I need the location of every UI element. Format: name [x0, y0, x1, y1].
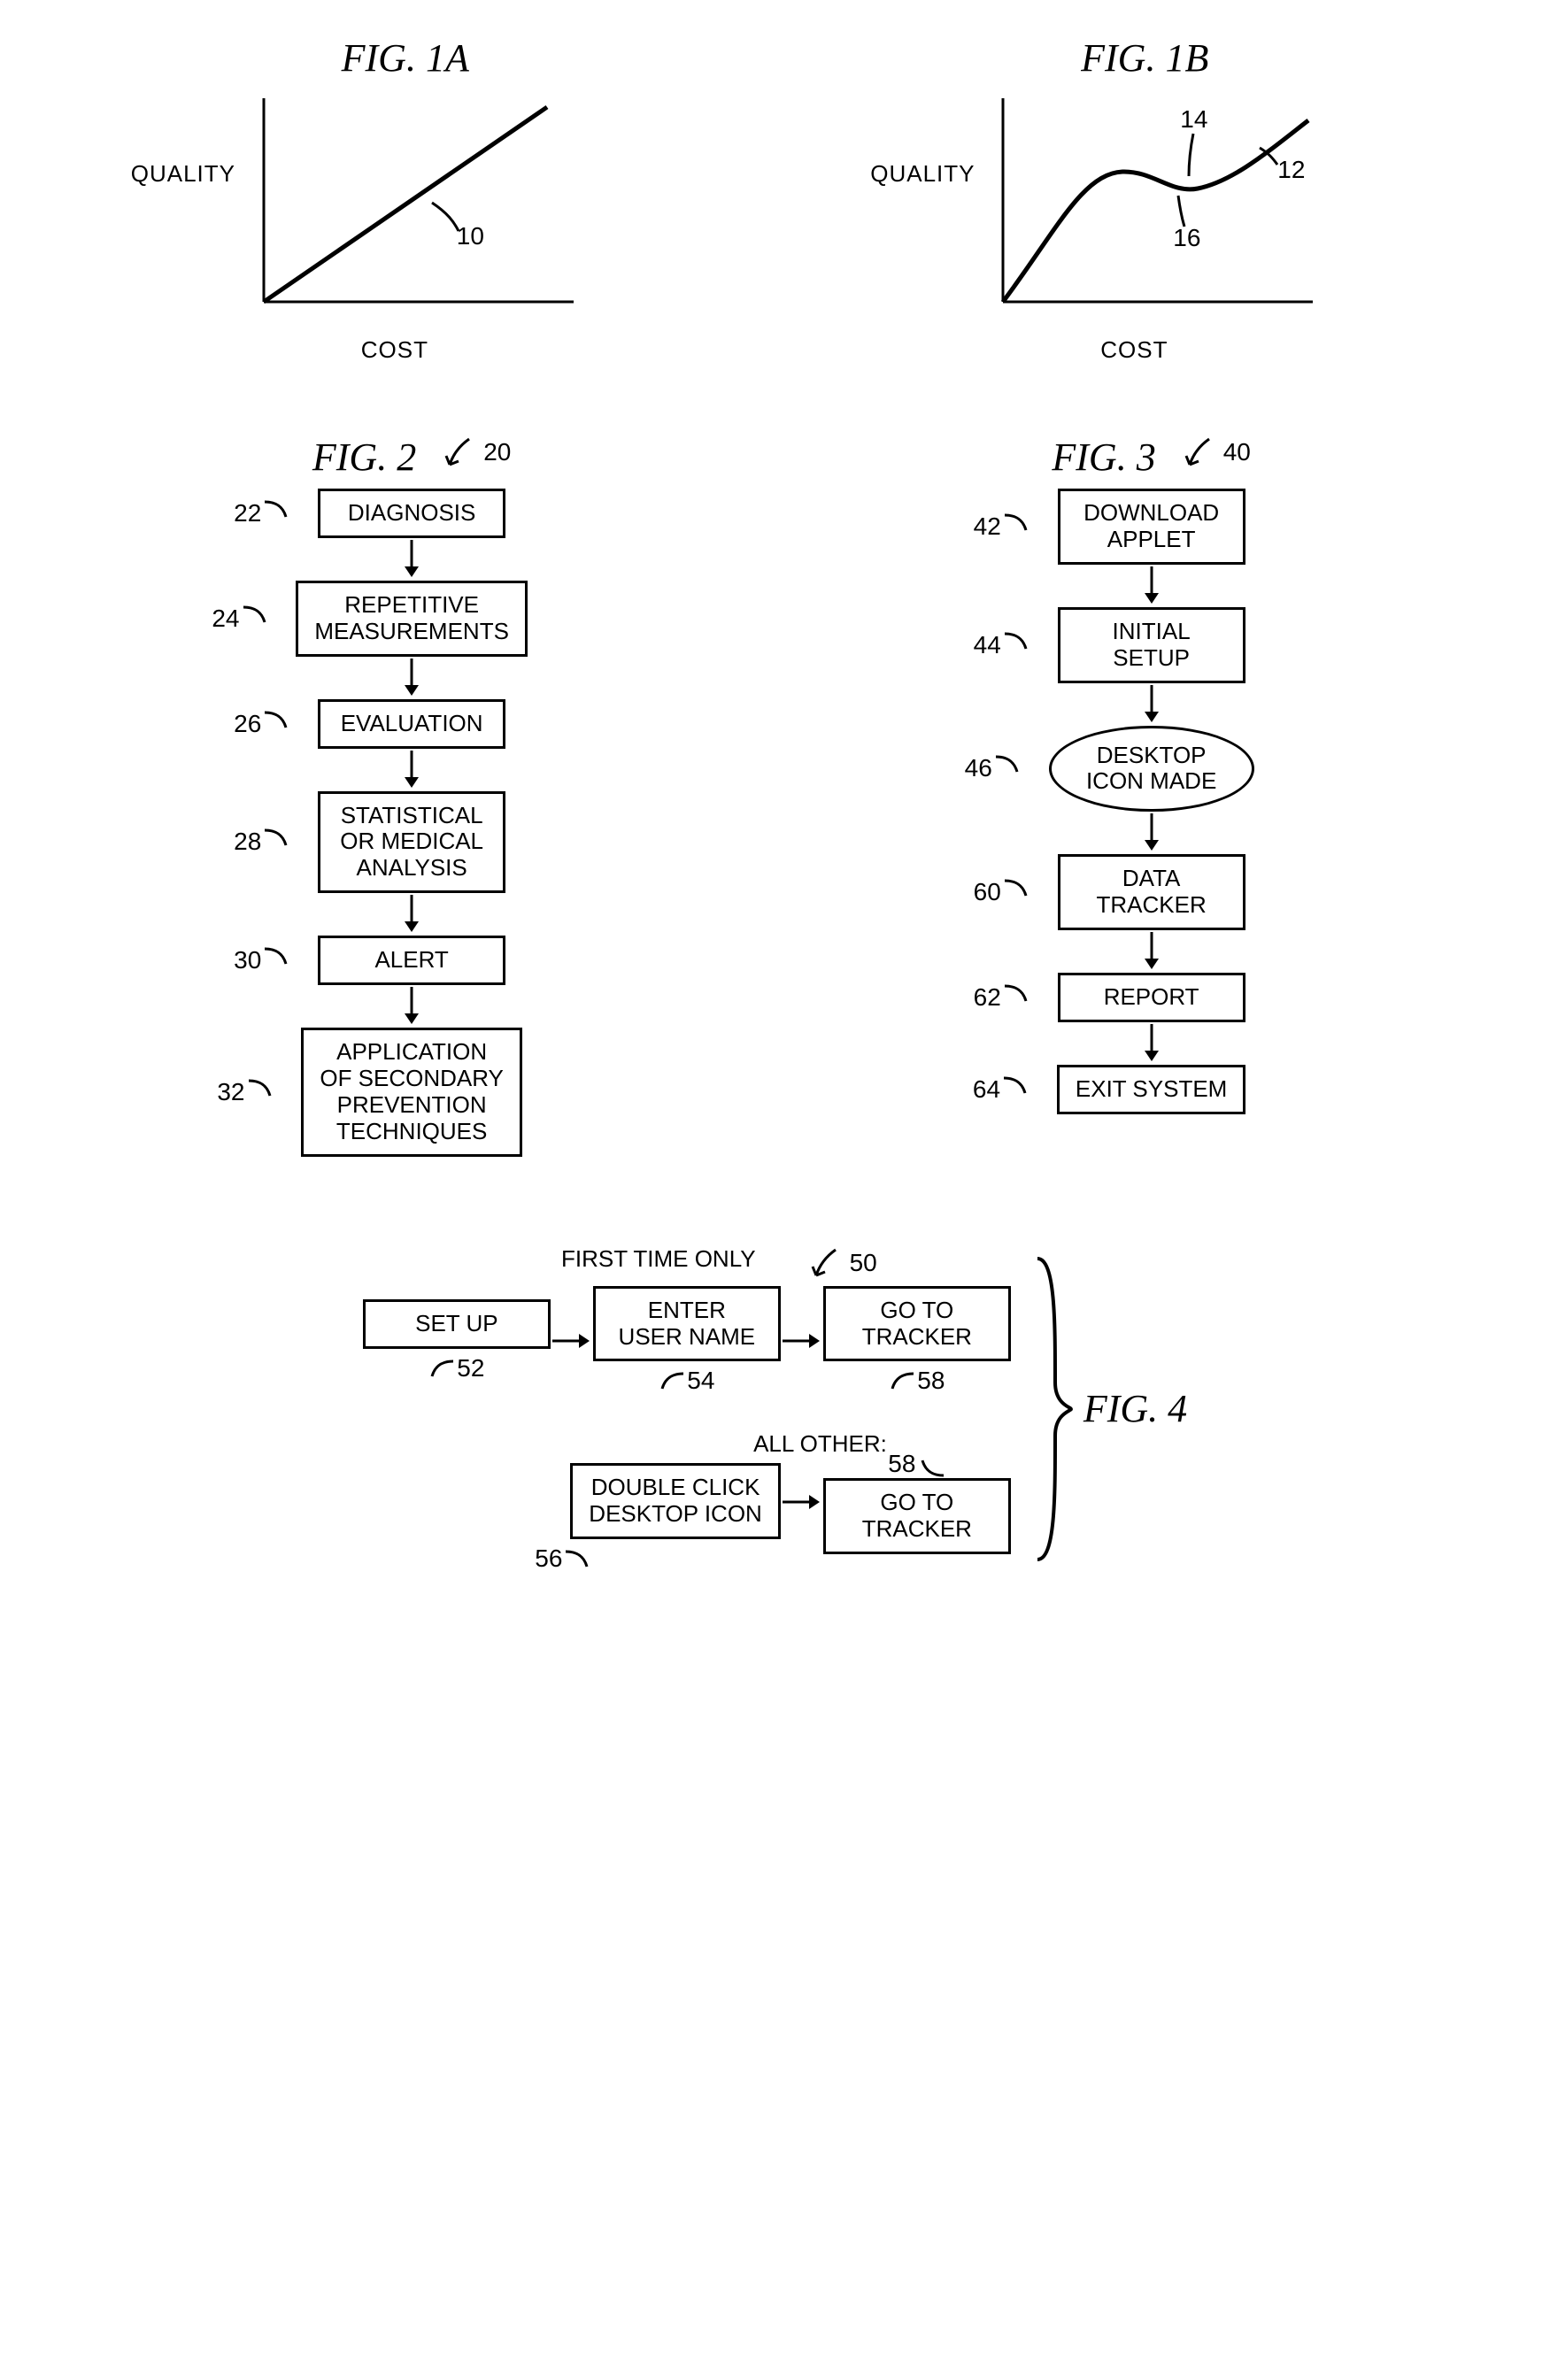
flow-arrow-down [394, 893, 429, 936]
flow-node-62: REPORT62 [1058, 973, 1245, 1022]
flow-node-box: ALERT [318, 936, 505, 985]
fig4: x FIRST TIME ONLY 50 SET UP52ENTERUSER N… [35, 1245, 1515, 1574]
fig1b: FIG. 1B QUALITY 14 12 16 COST [968, 35, 1322, 328]
fig1a-callout-10: 10 [457, 222, 484, 250]
fig1b-callout-16: 16 [1173, 224, 1200, 252]
flow-node-id: 46 [965, 754, 1021, 782]
fig4-title: FIG. 4 [1083, 1386, 1187, 1431]
flow-node-id: 32 [217, 1078, 273, 1106]
flow-node-22: DIAGNOSIS22 [318, 489, 505, 538]
fig1-row: FIG. 1A QUALITY 10 [35, 35, 1515, 328]
flow-node-54: ENTERUSER NAME 54 [593, 1286, 781, 1396]
fig1b-xlabel: COST [1100, 336, 1168, 364]
fig1a-ylabel: QUALITY [131, 160, 235, 188]
fig4-brace [1029, 1250, 1073, 1568]
flow-arrow-down [1134, 683, 1169, 726]
flow-node-24: REPETITIVEMEASUREMENTS24 [296, 581, 528, 657]
flow-node-id: 52 [428, 1354, 484, 1383]
fig2-title: FIG. 2 [312, 435, 416, 480]
fig2-ref-label: 20 [483, 438, 511, 466]
flow-node-box: DOWNLOADAPPLET [1058, 489, 1245, 565]
fig3: FIG. 3 40 DOWNLOADAPPLET42 INITIALSETUP44… [1049, 435, 1254, 1114]
flow-node-box: DESKTOPICON MADE [1049, 726, 1254, 813]
flow-node-id: 24 [212, 605, 267, 633]
fig23-row: FIG. 2 20 DIAGNOSIS22REPETITIVEMEASUREME… [35, 435, 1515, 1157]
fig1b-chart [968, 81, 1322, 328]
flow-node-52: SET UP 52 [363, 1299, 551, 1383]
flow-arrow-right [551, 1323, 593, 1359]
flow-node-id: 22 [234, 499, 289, 528]
fig1b-callout-14: 14 [1180, 105, 1207, 134]
fig2: FIG. 2 20 DIAGNOSIS22 REPETITIVEMEASUREME… [296, 435, 528, 1157]
flow-arrow-down [1134, 565, 1169, 607]
fig1b-title: FIG. 1B [968, 35, 1322, 81]
fig1a-chart [228, 81, 582, 328]
flow-node-id: 54 [659, 1367, 714, 1395]
flow-node-56-0: ALL OTHER:DOUBLE CLICKDESKTOP ICON56 [570, 1430, 781, 1573]
flow-node-box: REPETITIVEMEASUREMENTS [296, 581, 528, 657]
fig1a-title: FIG. 1A [228, 35, 582, 81]
fig1a: FIG. 1A QUALITY 10 [228, 35, 582, 328]
flow-node-box: SET UP [363, 1299, 551, 1349]
flow-arrow-right [781, 1484, 823, 1520]
flow-arrow-down [1134, 930, 1169, 973]
flow-node-id: 42 [974, 512, 1029, 541]
flow-node-box: DATATRACKER [1058, 854, 1245, 930]
flow-arrow-right [781, 1323, 823, 1359]
flow-node-id: 64 [973, 1075, 1029, 1104]
flow-arrow-down [394, 985, 429, 1028]
flow-node-id: 58 [888, 1450, 915, 1478]
fig4-ref-label: 50 [850, 1249, 877, 1277]
flow-node-id: 60 [974, 878, 1029, 906]
fig3-ref: 40 [1183, 435, 1251, 470]
flow-node-26: EVALUATION26 [318, 699, 505, 749]
flow-arrow-down [394, 657, 429, 699]
flow-arrow-down [394, 538, 429, 581]
fig3-title: FIG. 3 [1052, 435, 1155, 480]
flow-node-box: APPLICATIONOF SECONDARYPREVENTIONTECHNIQ… [301, 1028, 522, 1157]
flow-node-id: 56 [535, 1544, 590, 1573]
flow-node-box: DOUBLE CLICKDESKTOP ICON [570, 1463, 781, 1539]
flow-node-32: APPLICATIONOF SECONDARYPREVENTIONTECHNIQ… [301, 1028, 522, 1157]
flow-node-64: EXIT SYSTEM64 [1057, 1065, 1245, 1114]
flow-node-box: DIAGNOSIS [318, 489, 505, 538]
flow-node-58-1: 58GO TOTRACKER [823, 1450, 1011, 1554]
fig4-row1-note: FIRST TIME ONLY [561, 1245, 756, 1281]
flow-node-id: 30 [234, 946, 289, 974]
flow-arrow-down [1134, 1022, 1169, 1065]
flow-node-58: GO TOTRACKER 58 [823, 1286, 1011, 1396]
flow-node-box: EVALUATION [318, 699, 505, 749]
flow-node-box: EXIT SYSTEM [1057, 1065, 1245, 1114]
fig1a-xlabel: COST [361, 336, 428, 364]
flow-node-42: DOWNLOADAPPLET42 [1058, 489, 1245, 565]
flow-node-30: ALERT30 [318, 936, 505, 985]
flow-node-44: INITIALSETUP44 [1058, 607, 1245, 683]
fig3-ref-label: 40 [1223, 438, 1251, 466]
flow-node-box: STATISTICALOR MEDICALANALYSIS [318, 791, 505, 894]
flow-node-box: REPORT [1058, 973, 1245, 1022]
flow-node-60: DATATRACKER60 [1058, 854, 1245, 930]
flow-node-id: 44 [974, 631, 1029, 659]
flow-node-id: 62 [974, 983, 1029, 1012]
flow-node-28: STATISTICALOR MEDICALANALYSIS28 [318, 791, 505, 894]
fig1b-ylabel: QUALITY [870, 160, 975, 188]
flow-node-box: ENTERUSER NAME [593, 1286, 781, 1362]
flow-node-box: GO TOTRACKER [823, 1286, 1011, 1362]
flow-node-id: 28 [234, 828, 289, 856]
flow-node-box: INITIALSETUP [1058, 607, 1245, 683]
flow-arrow-down [394, 749, 429, 791]
flow-node-id: 58 [889, 1367, 945, 1395]
fig1b-callout-12: 12 [1277, 156, 1305, 184]
flow-node-id: 26 [234, 710, 289, 738]
flow-arrow-down [1134, 812, 1169, 854]
flow-node-box: GO TOTRACKER [823, 1478, 1011, 1554]
fig2-ref: 20 [443, 435, 511, 470]
fig4-ref: 50 [809, 1245, 877, 1281]
flow-node-46: DESKTOPICON MADE46 [1049, 726, 1254, 813]
